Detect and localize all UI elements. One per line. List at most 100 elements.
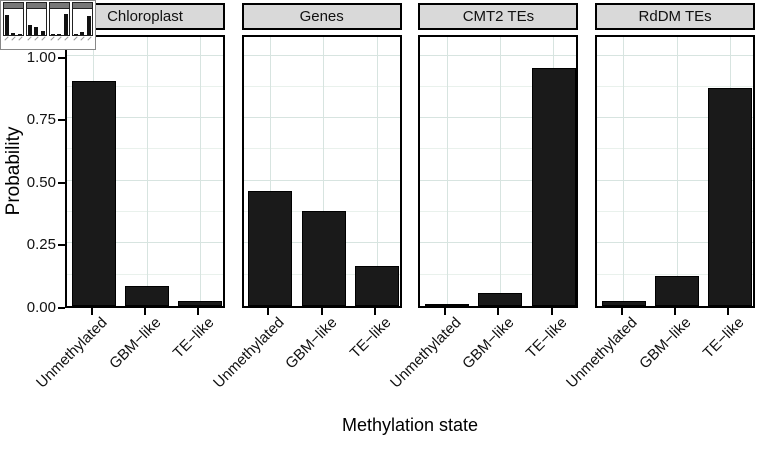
- gridline-minor: [67, 211, 223, 213]
- gridline-minor: [420, 211, 577, 213]
- inset-bar: [40, 31, 45, 35]
- inset-bar: [28, 24, 33, 35]
- x-tick-label: GBM−like: [105, 314, 165, 373]
- y-tick-mark: [58, 307, 65, 309]
- gridline-major: [67, 179, 223, 181]
- x-tick-label: Unmethylated: [563, 314, 641, 392]
- panel: [595, 35, 756, 308]
- bar: [531, 68, 576, 306]
- x-tick-label: TE−like: [523, 314, 571, 362]
- inset-strip: [49, 2, 70, 9]
- gridline-vertical: [446, 37, 448, 306]
- y-tick-mark: [58, 56, 65, 59]
- gridline-vertical: [499, 37, 501, 306]
- facet-strip: RdDM TEs: [595, 3, 756, 30]
- gridline-vertical: [376, 37, 378, 306]
- inset-tick-mark: [64, 36, 69, 41]
- inset-tick-mark: [50, 36, 55, 41]
- inset-plot: [72, 9, 93, 36]
- inset-panel: [72, 2, 93, 44]
- gridline-major: [420, 54, 577, 56]
- x-tick-mark: [144, 308, 146, 315]
- x-tick-mark: [727, 308, 730, 315]
- gridline-major: [597, 179, 754, 181]
- inset-tick-mark: [73, 36, 78, 41]
- gridline-major: [597, 54, 754, 56]
- gridline-major: [243, 179, 400, 181]
- bar: [655, 275, 700, 306]
- bar: [71, 80, 116, 306]
- gridline-major: [243, 117, 400, 119]
- bar: [478, 293, 523, 306]
- inset-tick-mark: [57, 36, 62, 41]
- x-tick-label: Unmethylated: [209, 314, 288, 392]
- x-tick-mark: [267, 308, 270, 315]
- inset-tick-mark: [80, 36, 85, 41]
- gridline-major: [243, 54, 400, 56]
- inset-tick-mark: [18, 36, 23, 41]
- inset-tick-mark: [41, 36, 46, 41]
- inset-panel: [3, 2, 24, 44]
- x-tick-mark: [320, 308, 323, 315]
- x-tick-mark: [374, 308, 377, 315]
- gridline-minor: [420, 148, 577, 150]
- inset-labels: [3, 36, 24, 44]
- inset-panel: [49, 2, 70, 44]
- x-tick-label: TE−like: [346, 314, 395, 362]
- gridline-minor: [597, 148, 754, 150]
- inset-plot: [49, 9, 70, 36]
- inset-labels: [26, 36, 47, 44]
- inset-strip: [3, 2, 24, 9]
- x-tick-label: TE−like: [169, 314, 218, 362]
- gridline-major: [67, 242, 223, 244]
- x-tick-mark: [620, 308, 623, 315]
- gridline-vertical: [146, 37, 148, 306]
- inset-plot: [3, 9, 24, 36]
- inset-tick-mark: [4, 36, 9, 41]
- inset-labels: [49, 36, 70, 44]
- inset-bar: [57, 33, 62, 35]
- gridline-major: [597, 242, 754, 244]
- x-tick-label: GBM−like: [635, 314, 695, 373]
- gridline-vertical: [623, 37, 625, 306]
- inset-bar: [5, 15, 10, 35]
- inset-panels-row: [3, 2, 93, 48]
- y-tick-label: 1.00: [26, 48, 56, 66]
- gridline-minor: [597, 85, 754, 87]
- gridline-major: [420, 179, 577, 181]
- inset-strip: [26, 2, 47, 9]
- facet-strip: CMT2 TEs: [418, 3, 579, 30]
- x-tick-label: Unmethylated: [33, 314, 111, 392]
- bar: [248, 190, 293, 306]
- bar: [601, 301, 646, 306]
- gridline-minor: [243, 85, 400, 87]
- bar: [355, 265, 400, 306]
- gridline-minor: [67, 85, 223, 87]
- x-tick-mark: [497, 308, 500, 315]
- bar: [301, 210, 346, 306]
- gridline-major: [67, 54, 223, 56]
- inset-bar: [11, 33, 16, 35]
- gridline-major: [420, 117, 577, 119]
- inset-plot: [26, 9, 47, 36]
- y-tick-mark: [58, 119, 65, 122]
- gridline-vertical: [323, 37, 325, 306]
- inset-labels: [72, 36, 93, 44]
- gridline-vertical: [199, 37, 201, 306]
- inset-tick-mark: [27, 36, 32, 41]
- inset-bar: [34, 26, 39, 35]
- gridline-vertical: [269, 37, 271, 306]
- inset-bar: [63, 14, 68, 35]
- x-tick-mark: [550, 308, 553, 315]
- gridline-vertical: [676, 37, 678, 306]
- facet-strip: Genes: [241, 3, 402, 30]
- x-axis-title: Methylation state: [341, 415, 479, 435]
- gridline-minor: [420, 273, 577, 275]
- x-tick-mark: [197, 308, 200, 315]
- panel: [65, 35, 225, 308]
- gridline-minor: [597, 273, 754, 275]
- x-tick-mark: [444, 308, 447, 315]
- inset-bar: [17, 34, 22, 35]
- gridline-minor: [420, 85, 577, 87]
